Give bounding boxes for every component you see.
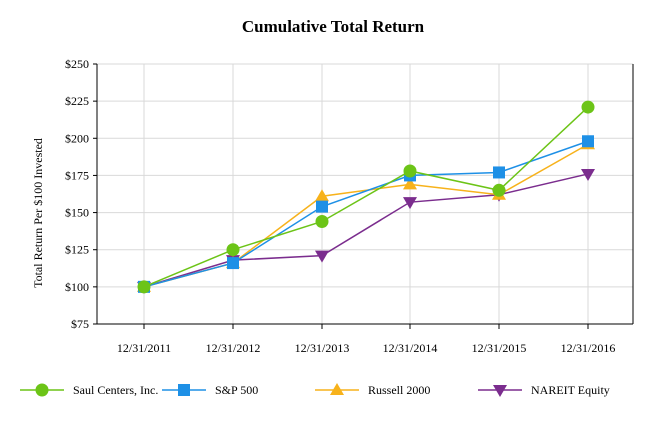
grid <box>97 63 633 324</box>
y-tick-label: $125 <box>65 243 89 257</box>
legend-marker <box>330 383 344 395</box>
legend-item-saul-centers-inc: Saul Centers, Inc. <box>20 383 158 397</box>
y-tick-label: $75 <box>71 317 89 331</box>
legend-marker <box>493 385 507 397</box>
y-tick-label: $225 <box>65 94 89 108</box>
legend-label: NAREIT Equity <box>531 383 610 397</box>
data-point-s-p-500 <box>316 200 328 213</box>
series-saul-centers-inc <box>137 100 595 294</box>
x-tick-label: 12/31/2016 <box>561 341 616 355</box>
y-tick-labels: $75 $100 $125 $150 $175 $200 $225 $250 <box>65 57 89 331</box>
data-point-s-p-500 <box>582 135 594 148</box>
y-axis-label: Total Return Per $100 Invested <box>31 138 45 288</box>
y-tick-label: $150 <box>65 206 89 220</box>
x-tick-label: 12/31/2014 <box>383 341 438 355</box>
legend-label: S&P 500 <box>215 383 258 397</box>
data-point-saul-centers-inc <box>581 100 595 114</box>
legend: Saul Centers, Inc. S&P 500 Russell 2000 NAR… <box>20 383 610 397</box>
axes <box>93 63 634 329</box>
series-group <box>137 100 595 294</box>
legend-label: Saul Centers, Inc. <box>73 383 158 397</box>
y-tick-label: $100 <box>65 280 89 294</box>
data-point-russell-2000 <box>403 177 417 190</box>
y-tick-label: $175 <box>65 168 89 182</box>
series-line-nareit-equity <box>143 173 589 288</box>
data-point-saul-centers-inc <box>492 183 506 197</box>
series-nareit-equity <box>137 168 595 294</box>
data-point-nareit-equity <box>581 168 595 181</box>
y-tick-label: $200 <box>65 131 89 145</box>
x-tick-label: 12/31/2013 <box>295 341 350 355</box>
series-line-russell-2000 <box>143 143 589 288</box>
data-point-saul-centers-inc <box>403 164 417 178</box>
legend-item-s-p-500: S&P 500 <box>162 383 258 397</box>
data-point-s-p-500 <box>493 166 505 179</box>
legend-label: Russell 2000 <box>368 383 430 397</box>
chart-title: Cumulative Total Return <box>242 17 425 36</box>
y-tick-label: $250 <box>65 57 89 71</box>
x-tick-label: 12/31/2011 <box>117 341 171 355</box>
x-tick-label: 12/31/2012 <box>206 341 261 355</box>
series-s-p-500 <box>138 135 594 293</box>
legend-marker <box>178 384 190 396</box>
x-tick-label: 12/31/2015 <box>472 341 527 355</box>
x-tick-labels: 12/31/2011 12/31/2012 12/31/2013 12/31/2014… <box>117 341 615 355</box>
data-point-nareit-equity <box>403 197 417 210</box>
series-line-s-p-500 <box>143 140 589 288</box>
data-point-saul-centers-inc <box>137 280 151 294</box>
data-point-s-p-500 <box>227 257 239 270</box>
series-line-saul-centers-inc <box>143 106 589 288</box>
data-point-saul-centers-inc <box>226 243 240 257</box>
legend-marker <box>35 383 49 397</box>
legend-item-nareit-equity: NAREIT Equity <box>478 383 610 397</box>
data-point-nareit-equity <box>315 250 329 263</box>
legend-item-russell-2000: Russell 2000 <box>315 383 430 397</box>
data-point-russell-2000 <box>315 189 329 202</box>
data-point-saul-centers-inc <box>315 214 329 228</box>
